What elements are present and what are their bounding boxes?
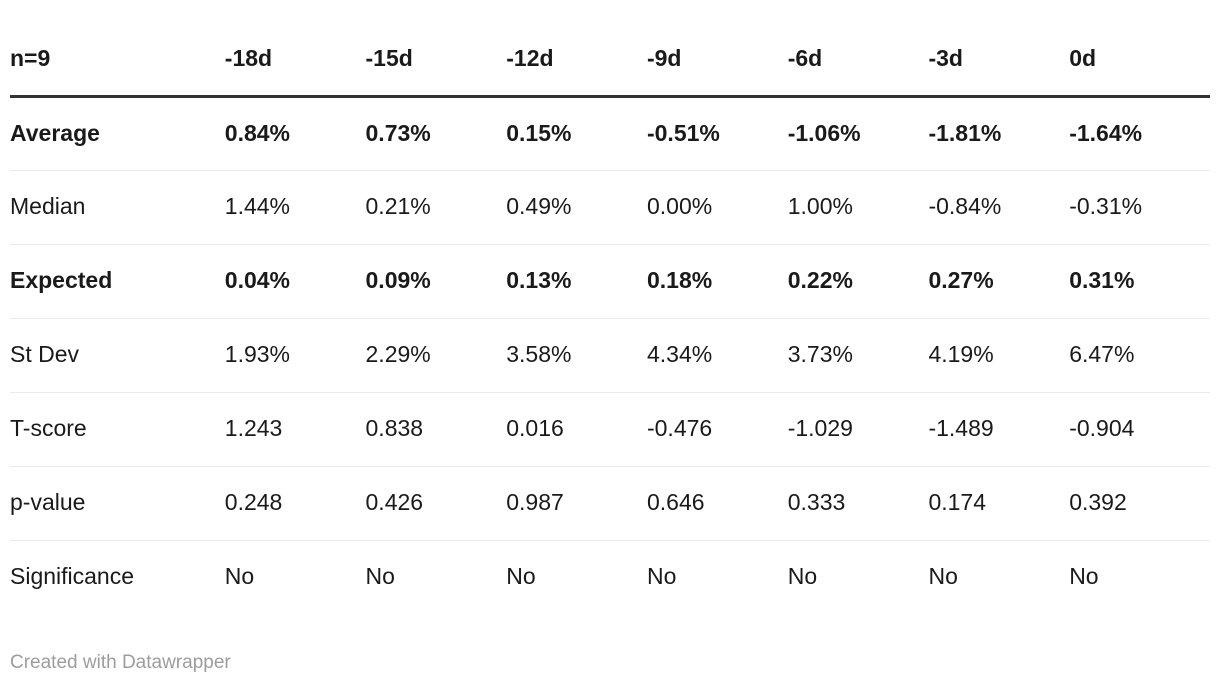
table-cell: 4.34% (646, 341, 713, 368)
table-cell: 0.15% (506, 119, 572, 146)
datawrapper-table-chart: n=9 -18d -15d -12d -9d -6d -3d 0d Average 0.84% 0… (10, 0, 1210, 673)
table-row: Average 0.84% 0.73% 0.15% -0.51% -1.06% -1.81%… (10, 96, 1210, 170)
table-cell: No (506, 563, 536, 590)
table-cell: 0.13% (506, 267, 572, 294)
table-cell: 0.49% (506, 193, 572, 220)
table-cell: 0.987 (506, 489, 564, 516)
table-cell: -1.489 (928, 415, 994, 442)
table-row: Median 1.44% 0.21% 0.49% 0.00% 1.00% -0.84% -0.… (10, 170, 1210, 244)
table-cell: 0.31% (1069, 267, 1135, 294)
table-cell: No (928, 563, 958, 590)
table-row: Expected 0.04% 0.09% 0.13% 0.18% 0.22% 0.27% 0.… (10, 244, 1210, 318)
table-cell: 0.09% (365, 267, 431, 294)
table-cell: 0.333 (787, 489, 846, 516)
row-label: Significance (10, 563, 135, 590)
table-cell: No (646, 563, 677, 590)
header-cell: -6d (787, 0, 929, 98)
table-cell: 1.93% (224, 341, 290, 368)
table-cell: 0.84% (224, 119, 290, 146)
table-cell: -1.81% (928, 119, 1002, 146)
header-cell: -15d (365, 0, 507, 98)
table-cell: 0.248 (224, 489, 283, 516)
table-cell: 2.29% (365, 341, 431, 368)
table-cell: 0.21% (365, 193, 431, 220)
row-label: T-score (10, 415, 87, 442)
header-cell: -12d (506, 0, 647, 98)
table-cell: -1.029 (787, 415, 853, 442)
row-label: Average (10, 119, 100, 146)
table-cell: -0.51% (646, 119, 720, 146)
table-body: Average 0.84% 0.73% 0.15% -0.51% -1.06% -1.81%… (10, 96, 1210, 614)
table-cell: 3.73% (787, 341, 853, 368)
table-cell: 0.174 (928, 489, 987, 516)
table-cell: 0.392 (1069, 489, 1127, 516)
table-row: p-value 0.248 0.426 0.987 0.646 0.333 0.174 0.3… (10, 466, 1210, 540)
stats-table: n=9 -18d -15d -12d -9d -6d -3d 0d Average 0.84% 0… (10, 0, 1210, 614)
table-cell: 0.00% (646, 193, 713, 220)
table-cell: 1.00% (787, 193, 853, 220)
table-cell: 0.838 (365, 415, 424, 442)
table-cell: 3.58% (506, 341, 572, 368)
row-label: Expected (10, 267, 113, 294)
table-cell: 0.016 (506, 415, 564, 442)
table-row: St Dev 1.93% 2.29% 3.58% 4.34% 3.73% 4.19% 6.47… (10, 318, 1210, 392)
table-cell: 1.44% (224, 193, 290, 220)
table-cell: No (224, 563, 255, 590)
row-label: Median (10, 193, 86, 220)
table-cell: -1.64% (1069, 119, 1143, 146)
header-row: n=9 -18d -15d -12d -9d -6d -3d 0d (10, 0, 1210, 98)
table-row: T-score 1.243 0.838 0.016 -0.476 -1.029 -1.489… (10, 392, 1210, 466)
row-label: p-value (10, 489, 86, 516)
table-cell: 0.18% (646, 267, 713, 294)
table-cell: -1.06% (787, 119, 861, 146)
header-cell: -9d (646, 0, 788, 98)
header-cell: 0d (1069, 0, 1210, 98)
table-cell: 0.27% (928, 267, 994, 294)
table-cell: -0.904 (1069, 415, 1135, 442)
header-cell: -3d (928, 0, 1070, 98)
table-cell: -0.31% (1069, 193, 1143, 220)
table-cell: 6.47% (1069, 341, 1135, 368)
table-cell: -0.84% (928, 193, 1002, 220)
table-cell: 0.22% (787, 267, 853, 294)
table-cell: 0.04% (224, 267, 290, 294)
table-cell: No (1069, 563, 1099, 590)
table-cell: 0.73% (365, 119, 431, 146)
table-title-cell: n=9 (10, 0, 225, 98)
header-cell: -18d (224, 0, 366, 98)
table-cell: 0.646 (646, 489, 705, 516)
row-label: St Dev (10, 341, 80, 368)
table-cell: 1.243 (224, 415, 283, 442)
table-cell: No (787, 563, 818, 590)
datawrapper-attribution: Created with Datawrapper (10, 652, 231, 673)
table-cell: No (365, 563, 395, 590)
table-cell: 4.19% (928, 341, 994, 368)
table-row: Significance No No No No No No No (10, 540, 1210, 614)
table-cell: -0.476 (646, 415, 713, 442)
table-cell: 0.426 (365, 489, 424, 516)
